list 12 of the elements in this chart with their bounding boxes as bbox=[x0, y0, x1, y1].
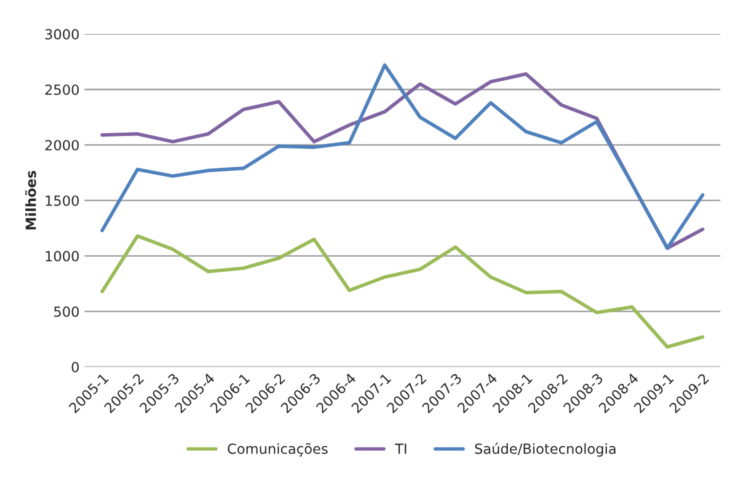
legend-label: Comunicações bbox=[228, 443, 328, 456]
line-series bbox=[100, 234, 704, 349]
y-tick-label: 3000 bbox=[45, 28, 79, 40]
y-tick-label: 1000 bbox=[46, 250, 79, 262]
y-tick-label: 500 bbox=[54, 306, 79, 317]
y-tick-label: 0 bbox=[72, 362, 79, 372]
y-tick-label: 1500 bbox=[46, 195, 79, 206]
legend-label: Saúde/Biotecnologia bbox=[475, 442, 616, 457]
legend-label: TI bbox=[394, 444, 406, 454]
y-axis-title: Milhões bbox=[25, 170, 36, 230]
y-tick-label: 2500 bbox=[45, 84, 79, 95]
y-tick-label: 2000 bbox=[45, 140, 79, 150]
